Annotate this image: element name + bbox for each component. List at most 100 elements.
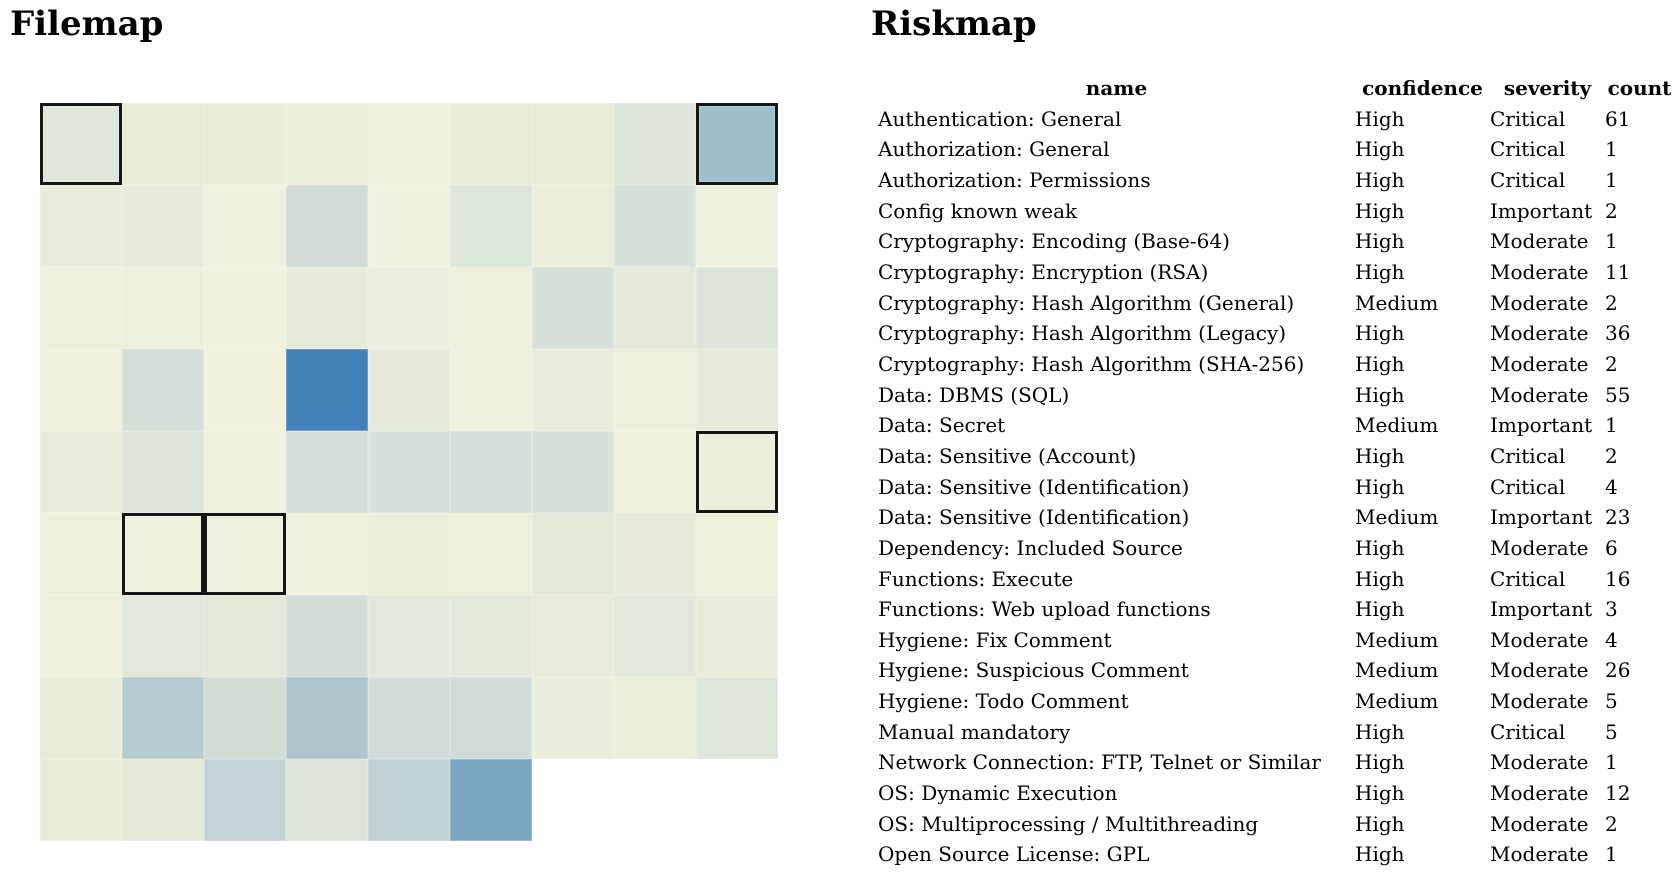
filemap-cell: [368, 595, 450, 677]
filemap-cell: [286, 431, 368, 513]
riskmap-cell-count: 1: [1605, 750, 1618, 775]
riskmap-row: Network Connection: FTP, Telnet or Simil…: [878, 747, 1674, 778]
riskmap-cell-count: 61: [1605, 106, 1631, 131]
filemap-row: [40, 595, 778, 677]
riskmap-row: Hygiene: Fix Comment Medium Moderate 4: [878, 625, 1674, 656]
riskmap-row: Authentication: General High Critical 61: [878, 104, 1674, 135]
riskmap-table: name confidence severity count Authenticati…: [878, 73, 1674, 870]
riskmap-cell-name: Data: Sensitive (Identification): [878, 474, 1190, 499]
filemap-cell: [614, 185, 696, 267]
filemap-cell: [368, 103, 450, 185]
filemap-cell: [204, 759, 286, 841]
riskmap-cell-severity: Critical: [1490, 167, 1566, 192]
filemap-cell: [368, 431, 450, 513]
filemap-cell: [286, 349, 368, 431]
riskmap-row: Data: DBMS (SQL) High Moderate 55: [878, 380, 1674, 411]
filemap-row: [40, 759, 778, 841]
riskmap-cell-confidence: High: [1355, 474, 1405, 499]
riskmap-cell-count: 1: [1605, 842, 1618, 867]
riskmap-cell-count: 6: [1605, 535, 1618, 560]
filemap-cell: [532, 595, 614, 677]
riskmap-cell-count: 11: [1605, 259, 1631, 284]
filemap-cell: [368, 513, 450, 595]
riskmap-row: Cryptography: Hash Algorithm (SHA-256) Hi…: [878, 349, 1674, 380]
filemap-cell: [368, 267, 450, 349]
filemap-cell: [696, 677, 778, 759]
filemap-cell: [450, 759, 532, 841]
riskmap-cell-severity: Moderate: [1490, 658, 1589, 683]
riskmap-cell-severity: Moderate: [1490, 382, 1589, 407]
riskmap-cell-confidence: High: [1355, 106, 1405, 131]
riskmap-cell-count: 4: [1605, 474, 1618, 499]
riskmap-cell-confidence: High: [1355, 719, 1405, 744]
filemap-row: [40, 103, 778, 185]
riskmap-row: Functions: Web upload functions High Impor…: [878, 594, 1674, 625]
filemap-cell: [614, 677, 696, 759]
riskmap-cell-severity: Critical: [1490, 719, 1566, 744]
riskmap-cell-name: Data: DBMS (SQL): [878, 382, 1070, 407]
riskmap-row: OS: Multiprocessing / Multithreading High…: [878, 809, 1674, 840]
riskmap-cell-confidence: Medium: [1355, 505, 1439, 530]
riskmap-row: Authorization: General High Critical 1: [878, 134, 1674, 165]
filemap-cell: [368, 677, 450, 759]
riskmap-cell-confidence: High: [1355, 597, 1405, 622]
filemap-cell: [614, 103, 696, 185]
filemap-cell: [368, 759, 450, 841]
riskmap-row: Manual mandatory High Critical 5: [878, 717, 1674, 748]
riskmap-cell-count: 4: [1605, 627, 1618, 652]
riskmap-cell-severity: Moderate: [1490, 229, 1589, 254]
filemap-heatmap: [40, 103, 778, 841]
riskmap-cell-severity: Critical: [1490, 474, 1566, 499]
filemap-cell: [696, 513, 778, 595]
filemap-cell: [286, 513, 368, 595]
filemap-cell: [532, 267, 614, 349]
filemap-cell-highlighted: [696, 103, 778, 185]
filemap-cell-highlighted: [122, 513, 204, 595]
filemap-cell-highlighted: [696, 431, 778, 513]
riskmap-cell-count: 3: [1605, 597, 1618, 622]
riskmap-cell-severity: Moderate: [1490, 842, 1589, 867]
filemap-cell: [40, 185, 122, 267]
riskmap-cell-severity: Moderate: [1490, 290, 1589, 315]
filemap-cell: [40, 595, 122, 677]
filemap-cell: [286, 185, 368, 267]
riskmap-row: Functions: Execute High Critical 16: [878, 564, 1674, 595]
riskmap-cell-name: Functions: Execute: [878, 566, 1074, 591]
riskmap-cell-name: Functions: Web upload functions: [878, 597, 1211, 622]
filemap-cell: [450, 595, 532, 677]
filemap-cell: [450, 677, 532, 759]
riskmap-cell-severity: Important: [1490, 198, 1593, 223]
riskmap-row: Open Source License: GPL High Moderate 1: [878, 839, 1674, 870]
filemap-cell: [40, 267, 122, 349]
riskmap-cell-count: 55: [1605, 382, 1631, 407]
riskmap-cell-confidence: Medium: [1355, 658, 1439, 683]
riskmap-row: Hygiene: Todo Comment Medium Moderate 5: [878, 686, 1674, 717]
riskmap-cell-name: Data: Sensitive (Identification): [878, 505, 1190, 530]
riskmap-row: Cryptography: Hash Algorithm (General) Me…: [878, 288, 1674, 319]
filemap-cell: [368, 349, 450, 431]
riskmap-row: Data: Secret Medium Important 1: [878, 410, 1674, 441]
filemap-cell: [614, 513, 696, 595]
riskmap-cell-confidence: Medium: [1355, 627, 1439, 652]
riskmap-cell-severity: Critical: [1490, 566, 1566, 591]
filemap-cell: [532, 103, 614, 185]
riskmap-cell-count: 36: [1605, 321, 1631, 346]
riskmap-cell-count: 1: [1605, 137, 1618, 162]
riskmap-cell-confidence: High: [1355, 137, 1405, 162]
filemap-cell: [286, 677, 368, 759]
riskmap-cell-count: 1: [1605, 167, 1618, 192]
riskmap-cell-count: 5: [1605, 689, 1618, 714]
filemap-cell: [696, 595, 778, 677]
riskmap-cell-name: Cryptography: Hash Algorithm (Legacy): [878, 321, 1287, 346]
riskmap-cell-severity: Moderate: [1490, 351, 1589, 376]
filemap-cell: [696, 349, 778, 431]
riskmap-cell-name: Authorization: General: [878, 137, 1110, 162]
riskmap-cell-name: Config known weak: [878, 198, 1078, 223]
filemap-cell: [122, 267, 204, 349]
riskmap-row: Cryptography: Hash Algorithm (Legacy) Hig…: [878, 318, 1674, 349]
riskmap-row: Data: Sensitive (Identification) Medium Im…: [878, 502, 1674, 533]
filemap-cell: [204, 103, 286, 185]
filemap-cell: [40, 759, 122, 841]
filemap-cell: [532, 349, 614, 431]
filemap-cell: [122, 103, 204, 185]
